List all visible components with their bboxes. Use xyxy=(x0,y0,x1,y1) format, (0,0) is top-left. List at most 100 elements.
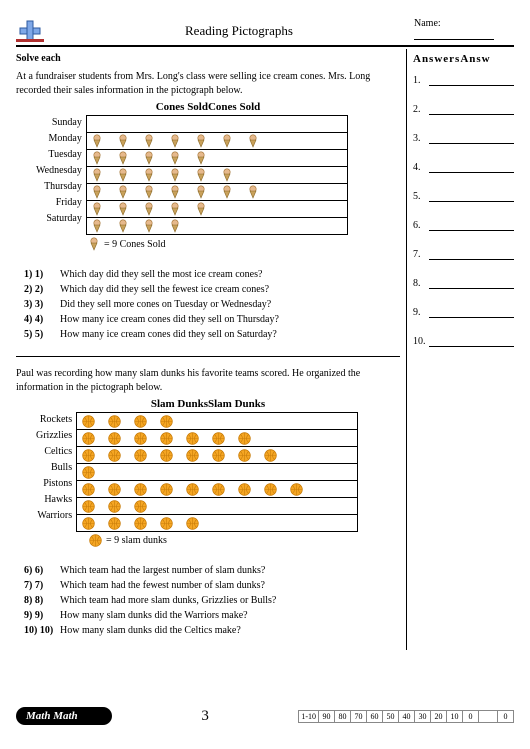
cone-icon xyxy=(117,219,129,233)
score-cell-blank xyxy=(479,711,498,722)
question-text: Which team had more slam dunks, Grizzlie… xyxy=(60,593,276,608)
cone-icon xyxy=(91,134,103,148)
answer-slot[interactable]: 8. xyxy=(413,278,514,289)
basketball-icon xyxy=(133,517,147,530)
question-text: How many slam dunks did the Celtics make… xyxy=(60,623,241,638)
answer-slot[interactable]: 1. xyxy=(413,75,514,86)
question-number: 8) 8) xyxy=(24,593,60,608)
answer-line[interactable] xyxy=(429,171,514,173)
cone-icon xyxy=(143,202,155,216)
cone-icon xyxy=(195,134,207,148)
section1-pictograph: SundayMondayTuesdayWednesdayThursdayFrid… xyxy=(36,115,400,235)
pictograph-row xyxy=(87,116,347,133)
answer-number: 3. xyxy=(413,133,429,144)
pictograph-row xyxy=(77,464,357,481)
basketball-icon xyxy=(81,432,95,445)
row-label: Wednesday xyxy=(36,163,82,179)
section1-grid xyxy=(86,115,348,235)
section1-row-labels: SundayMondayTuesdayWednesdayThursdayFrid… xyxy=(36,115,86,235)
score-cell: 70 xyxy=(351,711,367,722)
pictograph-row xyxy=(87,201,347,218)
answer-slot[interactable]: 3. xyxy=(413,133,514,144)
answer-slot[interactable]: 6. xyxy=(413,220,514,231)
answer-line[interactable] xyxy=(429,287,514,289)
answer-number: 9. xyxy=(413,307,429,318)
basketball-icon xyxy=(185,449,199,462)
answer-line[interactable] xyxy=(429,258,514,260)
answer-line[interactable] xyxy=(429,345,514,347)
score-cell: 60 xyxy=(367,711,383,722)
basketball-icon xyxy=(159,483,173,496)
question-row: 3) 3)Did they sell more cones on Tuesday… xyxy=(24,297,400,312)
page-number: 3 xyxy=(112,708,298,725)
score-cell: 50 xyxy=(383,711,399,722)
row-label: Monday xyxy=(36,131,82,147)
answer-line[interactable] xyxy=(429,316,514,318)
question-text: Which day did they sell the fewest ice c… xyxy=(60,282,269,297)
answer-number: 2. xyxy=(413,104,429,115)
section1-legend-text: = 9 Cones Sold xyxy=(104,239,165,250)
section2-grid xyxy=(76,412,358,532)
answer-line[interactable] xyxy=(429,142,514,144)
section2-prompt: Paul was recording how many slam dunks h… xyxy=(16,367,400,394)
basketball-icon xyxy=(107,517,121,530)
section2-legend-text: = 9 slam dunks xyxy=(106,535,167,546)
question-number: 9) 9) xyxy=(24,608,60,623)
name-input-line[interactable] xyxy=(414,29,494,40)
basketball-icon xyxy=(237,483,251,496)
basketball-icon xyxy=(107,415,121,428)
answer-number: 5. xyxy=(413,191,429,202)
basketball-icon xyxy=(133,415,147,428)
answer-number: 7. xyxy=(413,249,429,260)
footer-badge: Math Math xyxy=(16,707,112,725)
question-row: 9) 9)How many slam dunks did the Warrior… xyxy=(24,608,400,623)
header: Reading Pictographs Name: xyxy=(16,18,514,47)
row-label: Rockets xyxy=(36,412,72,428)
row-label: Celtics xyxy=(36,444,72,460)
plus-logo-icon xyxy=(16,19,44,43)
basketball-icon xyxy=(211,432,225,445)
cone-icon xyxy=(221,134,233,148)
question-row: 8) 8)Which team had more slam dunks, Gri… xyxy=(24,593,400,608)
answer-slot[interactable]: 9. xyxy=(413,307,514,318)
answer-line[interactable] xyxy=(429,84,514,86)
answer-slot[interactable]: 4. xyxy=(413,162,514,173)
pictograph-row xyxy=(77,413,357,430)
cone-icon xyxy=(221,168,233,182)
answer-line[interactable] xyxy=(429,229,514,231)
question-row: 7) 7)Which team had the fewest number of… xyxy=(24,578,400,593)
cone-icon xyxy=(117,134,129,148)
question-text: Which team had the largest number of sla… xyxy=(60,563,265,578)
question-number: 10) 10) xyxy=(24,623,60,638)
answer-number: 1. xyxy=(413,75,429,86)
answer-slot[interactable]: 5. xyxy=(413,191,514,202)
basketball-icon xyxy=(289,483,303,496)
answer-slot[interactable]: 7. xyxy=(413,249,514,260)
score-cell: 40 xyxy=(399,711,415,722)
cone-icon xyxy=(117,202,129,216)
content-area: Solve each At a fundraiser students from… xyxy=(16,49,514,650)
solve-instruction: Solve each xyxy=(16,53,400,64)
answer-line[interactable] xyxy=(429,113,514,115)
answer-line[interactable] xyxy=(429,200,514,202)
question-number: 7) 7) xyxy=(24,578,60,593)
question-number: 6) 6) xyxy=(24,563,60,578)
cone-icon xyxy=(195,168,207,182)
basketball-icon xyxy=(107,500,121,513)
basketball-icon xyxy=(133,432,147,445)
question-text: Which day did they sell the most ice cre… xyxy=(60,267,262,282)
section2-questions: 6) 6)Which team had the largest number o… xyxy=(24,563,400,638)
basketball-icon xyxy=(133,483,147,496)
basketball-icon xyxy=(81,500,95,513)
page-title: Reading Pictographs xyxy=(64,23,414,39)
pictograph-row xyxy=(87,218,347,234)
section2-chart-title: Slam DunksSlam Dunks xyxy=(16,398,400,410)
score-cell: 80 xyxy=(335,711,351,722)
basketball-icon xyxy=(81,483,95,496)
pictograph-row xyxy=(77,515,357,531)
answer-slot[interactable]: 10. xyxy=(413,336,514,347)
answer-slot[interactable]: 2. xyxy=(413,104,514,115)
section1-questions: 1) 1)Which day did they sell the most ic… xyxy=(24,267,400,342)
cone-icon xyxy=(91,219,103,233)
question-number: 3) 3) xyxy=(24,297,60,312)
